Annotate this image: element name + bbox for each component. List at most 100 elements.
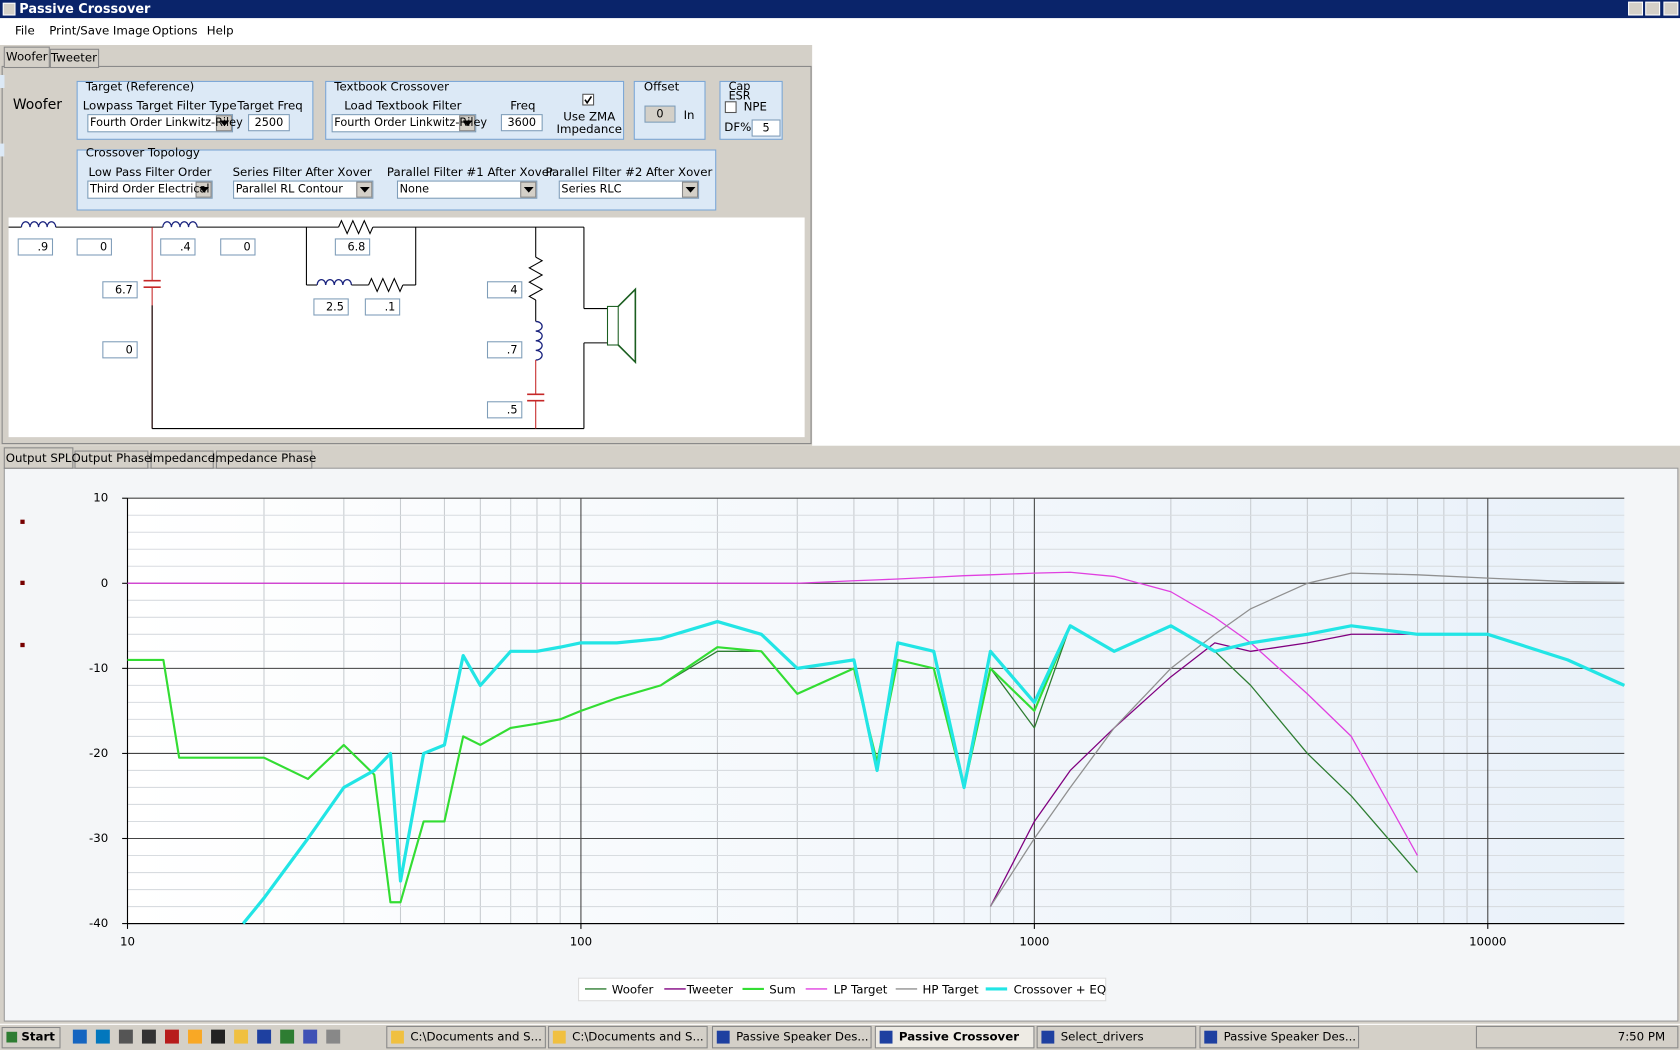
task-button[interactable] (874, 1025, 1035, 1049)
start-label[interactable]: Start (21, 1030, 55, 1044)
text-box[interactable] (102, 341, 138, 359)
text-box[interactable] (364, 298, 401, 316)
task-label[interactable]: Passive Speaker Des... (1224, 1030, 1357, 1044)
quick-launch-icon[interactable] (118, 1029, 133, 1044)
combo-box[interactable] (87, 114, 234, 133)
tab[interactable] (215, 450, 313, 469)
task-button[interactable] (1199, 1025, 1360, 1049)
text-box-value[interactable]: .7 (507, 343, 518, 356)
text-box-value[interactable]: 0 (244, 241, 251, 254)
checkbox[interactable] (582, 93, 595, 106)
text-box[interactable] (102, 281, 138, 299)
quick-launch-icon[interactable] (257, 1029, 272, 1044)
text-box-value[interactable]: 3600 (507, 116, 536, 129)
quick-launch-icon[interactable] (72, 1029, 87, 1044)
window-button[interactable] (1663, 1, 1679, 16)
quick-launch-icon[interactable] (211, 1029, 225, 1044)
text-box[interactable] (313, 298, 349, 316)
combo-box[interactable] (558, 180, 700, 199)
task-label[interactable]: Passive Crossover (899, 1030, 1019, 1044)
legend-label: HP Target (923, 982, 979, 996)
text-box-value[interactable]: 0 (656, 108, 663, 121)
quick-launch-icon[interactable] (165, 1029, 179, 1044)
tab-label[interactable]: Impedance (149, 451, 214, 465)
combo-box[interactable] (233, 180, 374, 199)
check-mark (584, 95, 593, 105)
task-label[interactable]: Passive Speaker Des... (736, 1030, 869, 1044)
task-icon (391, 1030, 404, 1044)
text-box[interactable] (76, 238, 112, 256)
tab[interactable] (3, 447, 74, 469)
text-box[interactable] (220, 238, 256, 256)
text-box[interactable] (248, 114, 290, 132)
text-box-value[interactable]: .9 (37, 241, 48, 254)
task-button[interactable] (1036, 1025, 1197, 1049)
menu-item[interactable]: File (15, 24, 35, 38)
tab-label[interactable]: Woofer (6, 49, 48, 63)
text-box-value[interactable]: .5 (507, 403, 518, 416)
quick-launch-icon[interactable] (95, 1029, 110, 1044)
text-box-value[interactable]: 5 (762, 122, 769, 135)
text-box-value[interactable]: 2.5 (326, 301, 344, 314)
tab-label[interactable]: Output SPL (6, 451, 72, 465)
quick-launch-icon[interactable] (326, 1029, 341, 1044)
quick-launch-icon[interactable] (234, 1029, 249, 1044)
combo-value[interactable]: Series RLC (561, 183, 621, 196)
text-box[interactable] (486, 401, 523, 419)
tab-label[interactable]: Impedance Phase (212, 451, 316, 465)
combo-value[interactable]: Fourth Order Linkwitz-Riley (90, 116, 243, 129)
series-line (989, 572, 1625, 907)
speaker-cone (617, 287, 637, 365)
tab-label[interactable]: Tweeter (50, 50, 97, 64)
combo-box[interactable] (331, 114, 477, 133)
text-box-value[interactable]: 0 (126, 343, 133, 356)
text-box-value[interactable]: 6.7 (115, 283, 133, 296)
task-label[interactable]: C:\Documents and S... (572, 1030, 704, 1044)
text-box-value[interactable]: 4 (510, 283, 517, 296)
legend-label: Tweeter (686, 982, 733, 996)
task-button[interactable] (711, 1025, 872, 1049)
tab-label[interactable]: Output Phase (72, 451, 152, 465)
quick-launch-icon[interactable] (141, 1029, 156, 1044)
text-box[interactable] (334, 238, 371, 256)
task-button[interactable] (548, 1025, 708, 1049)
menu-item[interactable]: Help (207, 24, 234, 38)
quick-launch-icon[interactable] (280, 1029, 295, 1044)
text-box-value[interactable]: 0 (100, 241, 107, 254)
quick-launch-icon[interactable] (303, 1029, 318, 1044)
label: Parallel Filter #2 After Xover (545, 165, 712, 179)
combo-value[interactable]: Parallel RL Contour (236, 183, 344, 196)
menu-item[interactable]: Print/Save Image (49, 24, 149, 38)
tab[interactable] (150, 450, 214, 469)
tab[interactable] (3, 46, 50, 69)
text-box[interactable] (17, 238, 54, 256)
text-box[interactable] (160, 238, 196, 256)
combo-value[interactable]: Third Order Electrical (89, 183, 210, 196)
checkbox[interactable] (724, 101, 737, 114)
text-box[interactable] (486, 341, 523, 359)
text-box-value[interactable]: .1 (385, 301, 396, 314)
text-box-value[interactable]: 6.8 (347, 241, 365, 254)
text-box[interactable] (751, 119, 781, 137)
title-bar (0, 0, 1680, 19)
quick-launch-icon[interactable] (188, 1029, 202, 1044)
text-box-value[interactable]: .4 (180, 241, 191, 254)
tab[interactable] (74, 450, 149, 469)
text-box[interactable] (486, 281, 523, 299)
combo-box[interactable] (396, 180, 538, 199)
tab[interactable] (49, 48, 100, 69)
text-box[interactable] (644, 105, 676, 123)
task-label[interactable]: Select_drivers (1061, 1030, 1144, 1044)
group-legend: Offset (644, 79, 680, 93)
text-box[interactable] (500, 114, 543, 132)
combo-value[interactable]: Fourth Order Linkwitz-Riley (334, 116, 487, 129)
task-label[interactable]: C:\Documents and S... (410, 1030, 542, 1044)
menu-item[interactable]: Options (152, 24, 197, 38)
window-button[interactable] (1628, 1, 1644, 16)
x-tick-label: 100 (570, 934, 592, 948)
combo-box[interactable] (87, 180, 213, 199)
combo-value[interactable]: None (400, 183, 429, 196)
task-button[interactable] (386, 1025, 546, 1049)
window-button[interactable] (1645, 1, 1661, 16)
text-box-value[interactable]: 2500 (255, 116, 284, 129)
